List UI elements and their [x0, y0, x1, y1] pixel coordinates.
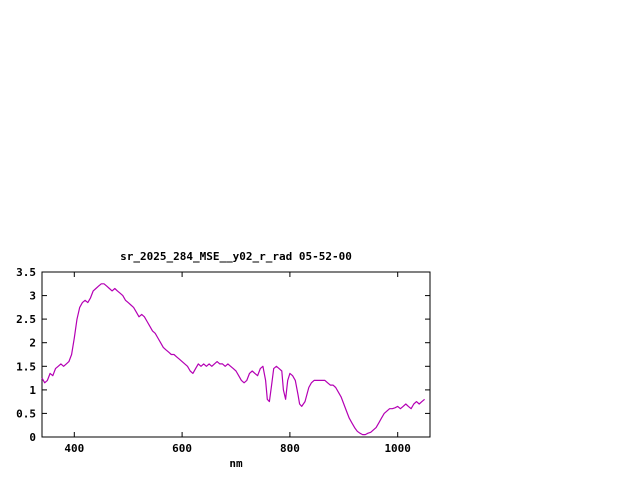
- svg-text:2: 2: [29, 337, 36, 350]
- svg-text:1.5: 1.5: [16, 360, 36, 373]
- svg-text:400: 400: [64, 442, 84, 455]
- chart-title: sr_2025_284_MSE__y02_r_rad 05-52-00: [120, 250, 352, 263]
- svg-text:0.5: 0.5: [16, 407, 36, 420]
- svg-text:1000: 1000: [384, 442, 411, 455]
- svg-text:800: 800: [280, 442, 300, 455]
- x-axis-label: nm: [229, 457, 243, 470]
- svg-text:3.5: 3.5: [16, 266, 36, 279]
- svg-text:0: 0: [29, 431, 36, 444]
- svg-text:600: 600: [172, 442, 192, 455]
- svg-text:2.5: 2.5: [16, 313, 36, 326]
- svg-text:1: 1: [29, 384, 36, 397]
- svg-text:3: 3: [29, 290, 36, 303]
